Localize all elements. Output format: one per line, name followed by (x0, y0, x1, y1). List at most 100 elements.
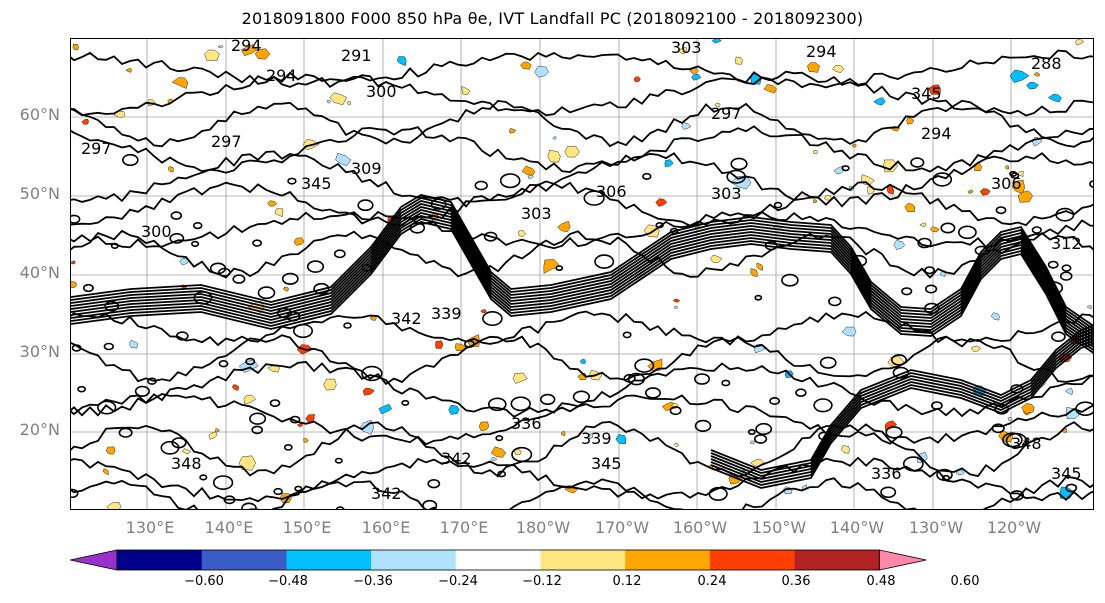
small-contour-loop (890, 354, 907, 366)
anomaly-shading (674, 442, 679, 447)
anomaly-shading (521, 165, 536, 176)
small-contour-loop (482, 310, 503, 326)
theta-e-contour (71, 125, 1093, 174)
anomaly-shading (677, 47, 687, 54)
small-contour-loop (103, 342, 114, 351)
small-contour-loop (655, 222, 664, 229)
contour-label: 303 (711, 184, 742, 203)
anomaly-shading (756, 262, 763, 271)
small-contour-loop (357, 199, 374, 212)
anomaly-shading (711, 39, 722, 44)
anomaly-shading (238, 455, 256, 471)
anomaly-shading (990, 312, 1000, 321)
anomaly-shading (763, 84, 777, 94)
contour-label: 300 (366, 82, 397, 101)
small-contour-loop (104, 300, 120, 312)
anomaly-shading (841, 326, 857, 337)
anomaly-shading (967, 189, 974, 194)
colorbar-segment (540, 550, 626, 570)
small-contour-loop (510, 396, 531, 412)
anomaly-shading (105, 446, 116, 455)
anomaly-shading (274, 208, 284, 217)
small-contour-loop (293, 323, 314, 339)
anomaly-shading (232, 384, 240, 391)
anomaly-shading (347, 101, 351, 106)
map-title: 2018091800 F000 850 hPa θe, IVT Landfall… (241, 9, 864, 28)
colorbar-outline (116, 549, 880, 571)
anomaly-shading (478, 421, 490, 432)
colorbar-segment (455, 550, 541, 570)
frontal-contour (710, 324, 1093, 471)
colorbar-tick: 0.48 (866, 574, 896, 589)
small-contour-loop (511, 446, 533, 463)
contour-label: 288 (1031, 54, 1062, 73)
anomaly-shading (588, 433, 594, 439)
theta-e-contour (71, 99, 1093, 148)
small-contour-loop (1089, 180, 1093, 188)
anomaly-shading (887, 186, 894, 195)
anomaly-shading (81, 118, 89, 125)
small-contour-loop (1009, 170, 1018, 177)
small-contour-loop (880, 486, 897, 499)
small-contour-loop (499, 173, 521, 189)
small-contour-loop (693, 373, 710, 385)
anomaly-shading (293, 237, 305, 246)
contour-label: 309 (351, 159, 382, 178)
small-contour-loop (1047, 260, 1059, 269)
anomaly-shading (681, 121, 692, 130)
small-contour-loop (781, 273, 799, 287)
anomaly-shading (672, 298, 681, 303)
lon-label-170e: 170°E (439, 518, 489, 537)
anomaly-shading (564, 145, 580, 158)
anomaly-shading (1017, 190, 1033, 203)
colorbar-segment (625, 550, 711, 570)
small-contour-loop (232, 274, 246, 284)
small-contour-loop (343, 322, 352, 329)
contour-label: 339 (431, 304, 462, 323)
small-contour-loop (991, 423, 1005, 434)
colorbar-segment (117, 550, 203, 570)
small-contour-loop (583, 190, 605, 206)
anomaly-shading (204, 49, 220, 62)
anomaly-shading (215, 428, 220, 433)
anomaly-shading (543, 259, 561, 274)
anomaly-shading (1075, 39, 1085, 46)
small-contour-loop (71, 214, 81, 224)
small-contour-loop (335, 506, 345, 509)
small-contour-loop (1075, 401, 1093, 416)
anomaly-shading (851, 143, 857, 148)
small-contour-loop (286, 311, 301, 322)
small-contour-loop (634, 358, 655, 373)
contour-label: 306 (991, 174, 1022, 193)
anomaly-shading (750, 268, 758, 278)
anomaly-shading (296, 423, 303, 427)
small-contour-loop (361, 365, 383, 382)
anomaly-shading (979, 188, 991, 196)
small-contour-loop (572, 390, 591, 404)
small-contour-loop (828, 296, 842, 307)
colorbar-tick: −0.24 (438, 574, 478, 589)
small-contour-loop (306, 260, 325, 273)
small-contour-loop (747, 428, 756, 435)
small-contour-loop (495, 435, 504, 442)
anomaly-shading (125, 67, 132, 73)
anomaly-shading (396, 56, 407, 66)
small-contour-loop (764, 240, 778, 251)
anomaly-shading (841, 445, 850, 454)
lat-label-20n: 20°N (19, 420, 60, 439)
small-contour-loop (941, 474, 950, 481)
frontal-contour (71, 221, 1093, 354)
contour-label: 294 (231, 39, 262, 55)
frontal-contour (710, 330, 1093, 477)
frontal-contour (71, 194, 1093, 327)
anomaly-shading (579, 359, 586, 364)
theta-e-contour (71, 70, 1093, 117)
small-contour-loop (281, 272, 299, 285)
anomaly-shading (1005, 165, 1010, 170)
small-contour-loop (269, 399, 281, 407)
colorbar-tick: 0.12 (612, 574, 642, 589)
lon-label-150w: 150°W (751, 518, 807, 537)
contour-label: 345 (301, 174, 332, 193)
small-contour-loop (753, 434, 768, 444)
small-contour-loop (917, 237, 932, 249)
